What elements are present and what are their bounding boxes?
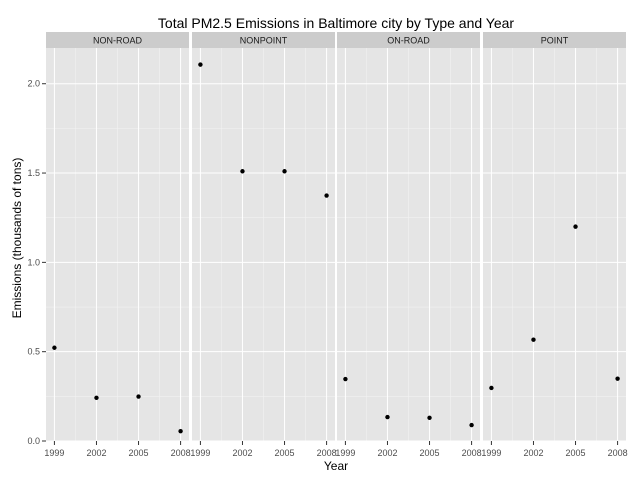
- x-tick-label: 2002: [377, 448, 397, 458]
- x-tick-label: 2005: [275, 448, 295, 458]
- facet-strip: [483, 32, 626, 48]
- facet-panel: NON-ROAD 1999 2002 2005 2008: [44, 32, 191, 458]
- facet-strip: [192, 32, 335, 48]
- facet-panel: NONPOINT 1999 2002 2005 2008: [190, 32, 337, 458]
- y-tick-label: 2.0: [27, 79, 40, 89]
- y-tick-label: 0.0: [27, 436, 40, 446]
- data-point: [427, 415, 432, 420]
- x-tick-label: 2002: [86, 448, 106, 458]
- data-point: [324, 193, 329, 198]
- facet-label: POINT: [541, 36, 569, 46]
- y-axis-title: Emissions (thousands of tons): [10, 158, 24, 319]
- data-point: [136, 394, 141, 399]
- facet-panel: POINT 1999 2002 2005 2008: [481, 32, 628, 458]
- x-tick-label: 2008: [317, 448, 337, 458]
- x-tick-label: 1999: [481, 448, 501, 458]
- x-tick-label: 2002: [232, 448, 252, 458]
- data-point: [531, 337, 536, 342]
- y-tick-label: 1.5: [27, 168, 40, 178]
- data-point: [52, 345, 57, 350]
- data-point: [573, 224, 578, 229]
- facet-label: NON-ROAD: [93, 36, 142, 46]
- data-point: [469, 422, 474, 428]
- x-axis-title: Year: [324, 459, 348, 473]
- data-point: [615, 376, 620, 381]
- x-tick-label: 2005: [129, 448, 149, 458]
- data-point: [94, 395, 99, 400]
- x-tick-label: 2008: [608, 448, 628, 458]
- facet-strip: [337, 32, 480, 48]
- x-tick-label: 2002: [523, 448, 543, 458]
- x-tick-label: 1999: [335, 448, 355, 458]
- chart-title: Total PM2.5 Emissions in Baltimore city …: [158, 15, 514, 31]
- data-point: [343, 376, 348, 382]
- x-tick-label: 2005: [420, 448, 440, 458]
- data-point: [489, 385, 494, 391]
- x-tick-label: 1999: [44, 448, 64, 458]
- facet-label: NONPOINT: [240, 36, 288, 46]
- data-point: [178, 428, 183, 434]
- data-point: [198, 62, 203, 67]
- facet-strip: [46, 32, 189, 48]
- x-tick-label: 1999: [190, 448, 210, 458]
- data-point: [385, 414, 390, 420]
- x-tick-label: 2008: [171, 448, 191, 458]
- x-tick-label: 2005: [566, 448, 586, 458]
- data-point: [240, 169, 245, 174]
- facet-panels: NON-ROAD 1999 2002 2005 2008 NONPOINT 1999 2002…: [44, 32, 628, 458]
- data-point: [282, 169, 287, 174]
- y-axis: 0.0 0.5 1.0 1.5 2.0: [27, 79, 46, 446]
- y-tick-label: 1.0: [27, 257, 40, 267]
- facet-label: ON-ROAD: [387, 36, 430, 46]
- y-tick-label: 0.5: [27, 347, 40, 357]
- facet-panel: ON-ROAD 1999 2002 2005 2008: [335, 32, 482, 458]
- x-tick-label: 2008: [462, 448, 482, 458]
